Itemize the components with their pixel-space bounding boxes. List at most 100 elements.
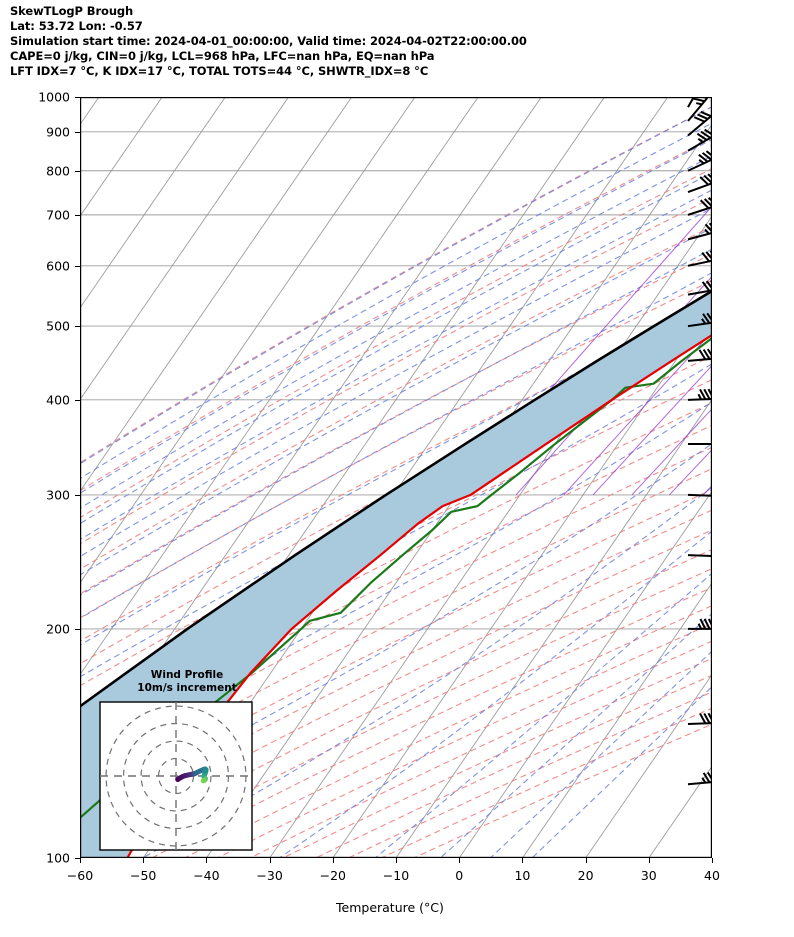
barb-full [704,128,712,137]
y-tick-label: 400 [46,392,70,408]
barb-full [700,130,711,139]
barb-shaft [687,97,704,108]
barb-shaft [687,320,712,328]
x-tick-mark [332,858,334,863]
parcel-path-curve [80,289,712,708]
y-tick-label: 300 [46,487,70,503]
barb-half [697,137,704,143]
y-tick-label: 600 [46,258,70,274]
hodograph-ring [140,740,212,812]
barb-full [693,116,705,123]
isotherm-line [80,97,353,493]
barb-half [704,228,710,235]
dry-adiabat-line [80,424,712,750]
x-tick-label: −50 [129,868,157,883]
x-tick-mark [143,858,145,863]
moist-adiabat-line [80,106,712,465]
barb-full [701,251,710,262]
x-tick-label: 20 [577,868,594,883]
y-tick-label: 1000 [38,89,70,105]
x-tick-label: −40 [193,868,220,883]
isotherm-line [80,97,226,309]
isotherm-line [80,97,289,401]
x-tick-label: −20 [319,868,346,883]
isotherm-line [458,490,712,858]
barb-shaft [687,780,712,786]
isotherm-line [522,582,712,858]
barb-full [699,388,707,400]
header-block: SkewTLogP Brough Lat: 53.72 Lon: -0.57 S… [10,4,710,79]
x-tick-mark [522,858,524,863]
barb-half [701,318,707,325]
barb-full [702,152,712,161]
skewt-plot-area [80,97,712,858]
wind-barb [687,545,712,558]
barb-full [696,132,708,141]
x-tick-label: 10 [514,868,531,883]
isotherm-line [80,97,416,584]
barb-half [695,102,703,106]
y-tick-mark [75,858,80,859]
hodograph-inset [99,701,253,851]
mixing-ratio-line [563,331,712,496]
x-tick-mark [269,858,271,863]
wind-barb [687,128,712,152]
header-line-times: Simulation start time: 2024-04-01_00:00:… [10,34,527,49]
dry-adiabat-line [80,225,712,570]
y-tick-mark [75,97,80,98]
barb-shaft [687,230,712,241]
barb-full [703,712,711,724]
x-tick-label: −60 [66,868,94,883]
barb-full [701,281,711,292]
mixing-ratio-line [592,364,712,496]
barb-full [708,222,712,233]
barb-full [699,713,707,724]
y-tick-mark [75,265,80,267]
wind-barb [687,312,712,328]
moist-adiabat-line [80,272,712,620]
moist-adiabat-line [80,172,712,525]
barb-shaft [687,493,712,497]
barb-shaft [687,258,712,267]
moist-adiabat-line [80,189,712,541]
y-tick-label: 800 [46,163,70,179]
barb-full [699,199,710,209]
dry-adiabat-line [80,446,712,770]
barb-full [706,771,712,783]
x-axis: −60 −50 −40 −30 −20 −10 0 10 20 30 40 Temperature … [67,858,720,918]
dewpoint-curve [80,336,712,820]
barb-full [702,313,711,324]
x-tick-mark [585,858,587,863]
barb-full [702,348,711,360]
moist-adiabat-line [80,155,712,509]
y-tick-mark [75,170,80,172]
barb-full [700,110,712,118]
barb-full [703,388,711,400]
hodograph-title: Wind Profile 10m/s increment [112,669,262,695]
header-line-title: SkewTLogP Brough [10,4,134,18]
x-tick-mark [648,858,650,863]
dry-adiabat-line [80,253,712,595]
y-tick-mark [75,399,80,401]
moist-adiabat-line [142,486,712,858]
barb-shaft [687,357,712,362]
moist-adiabat-line [80,248,712,596]
barb-full [705,280,712,291]
barb-full [699,176,709,186]
profile-curve-group [80,289,712,858]
isotherm-line [585,673,712,858]
wind-barb [687,771,712,786]
x-tick-mark [396,858,397,863]
plot-frame [80,97,712,858]
barb-full [693,97,705,103]
moist-adiabat-line [80,138,712,494]
temperature-curve [126,333,712,858]
skewt-canvas [80,97,712,858]
wind-barb [687,110,712,137]
barb-shaft [687,397,712,401]
barb-full [707,196,712,207]
x-tick-label: 40 [704,868,720,883]
dry-adiabat-line [80,168,712,519]
barb-shaft [687,721,712,725]
x-tick-label: 0 [455,868,464,883]
